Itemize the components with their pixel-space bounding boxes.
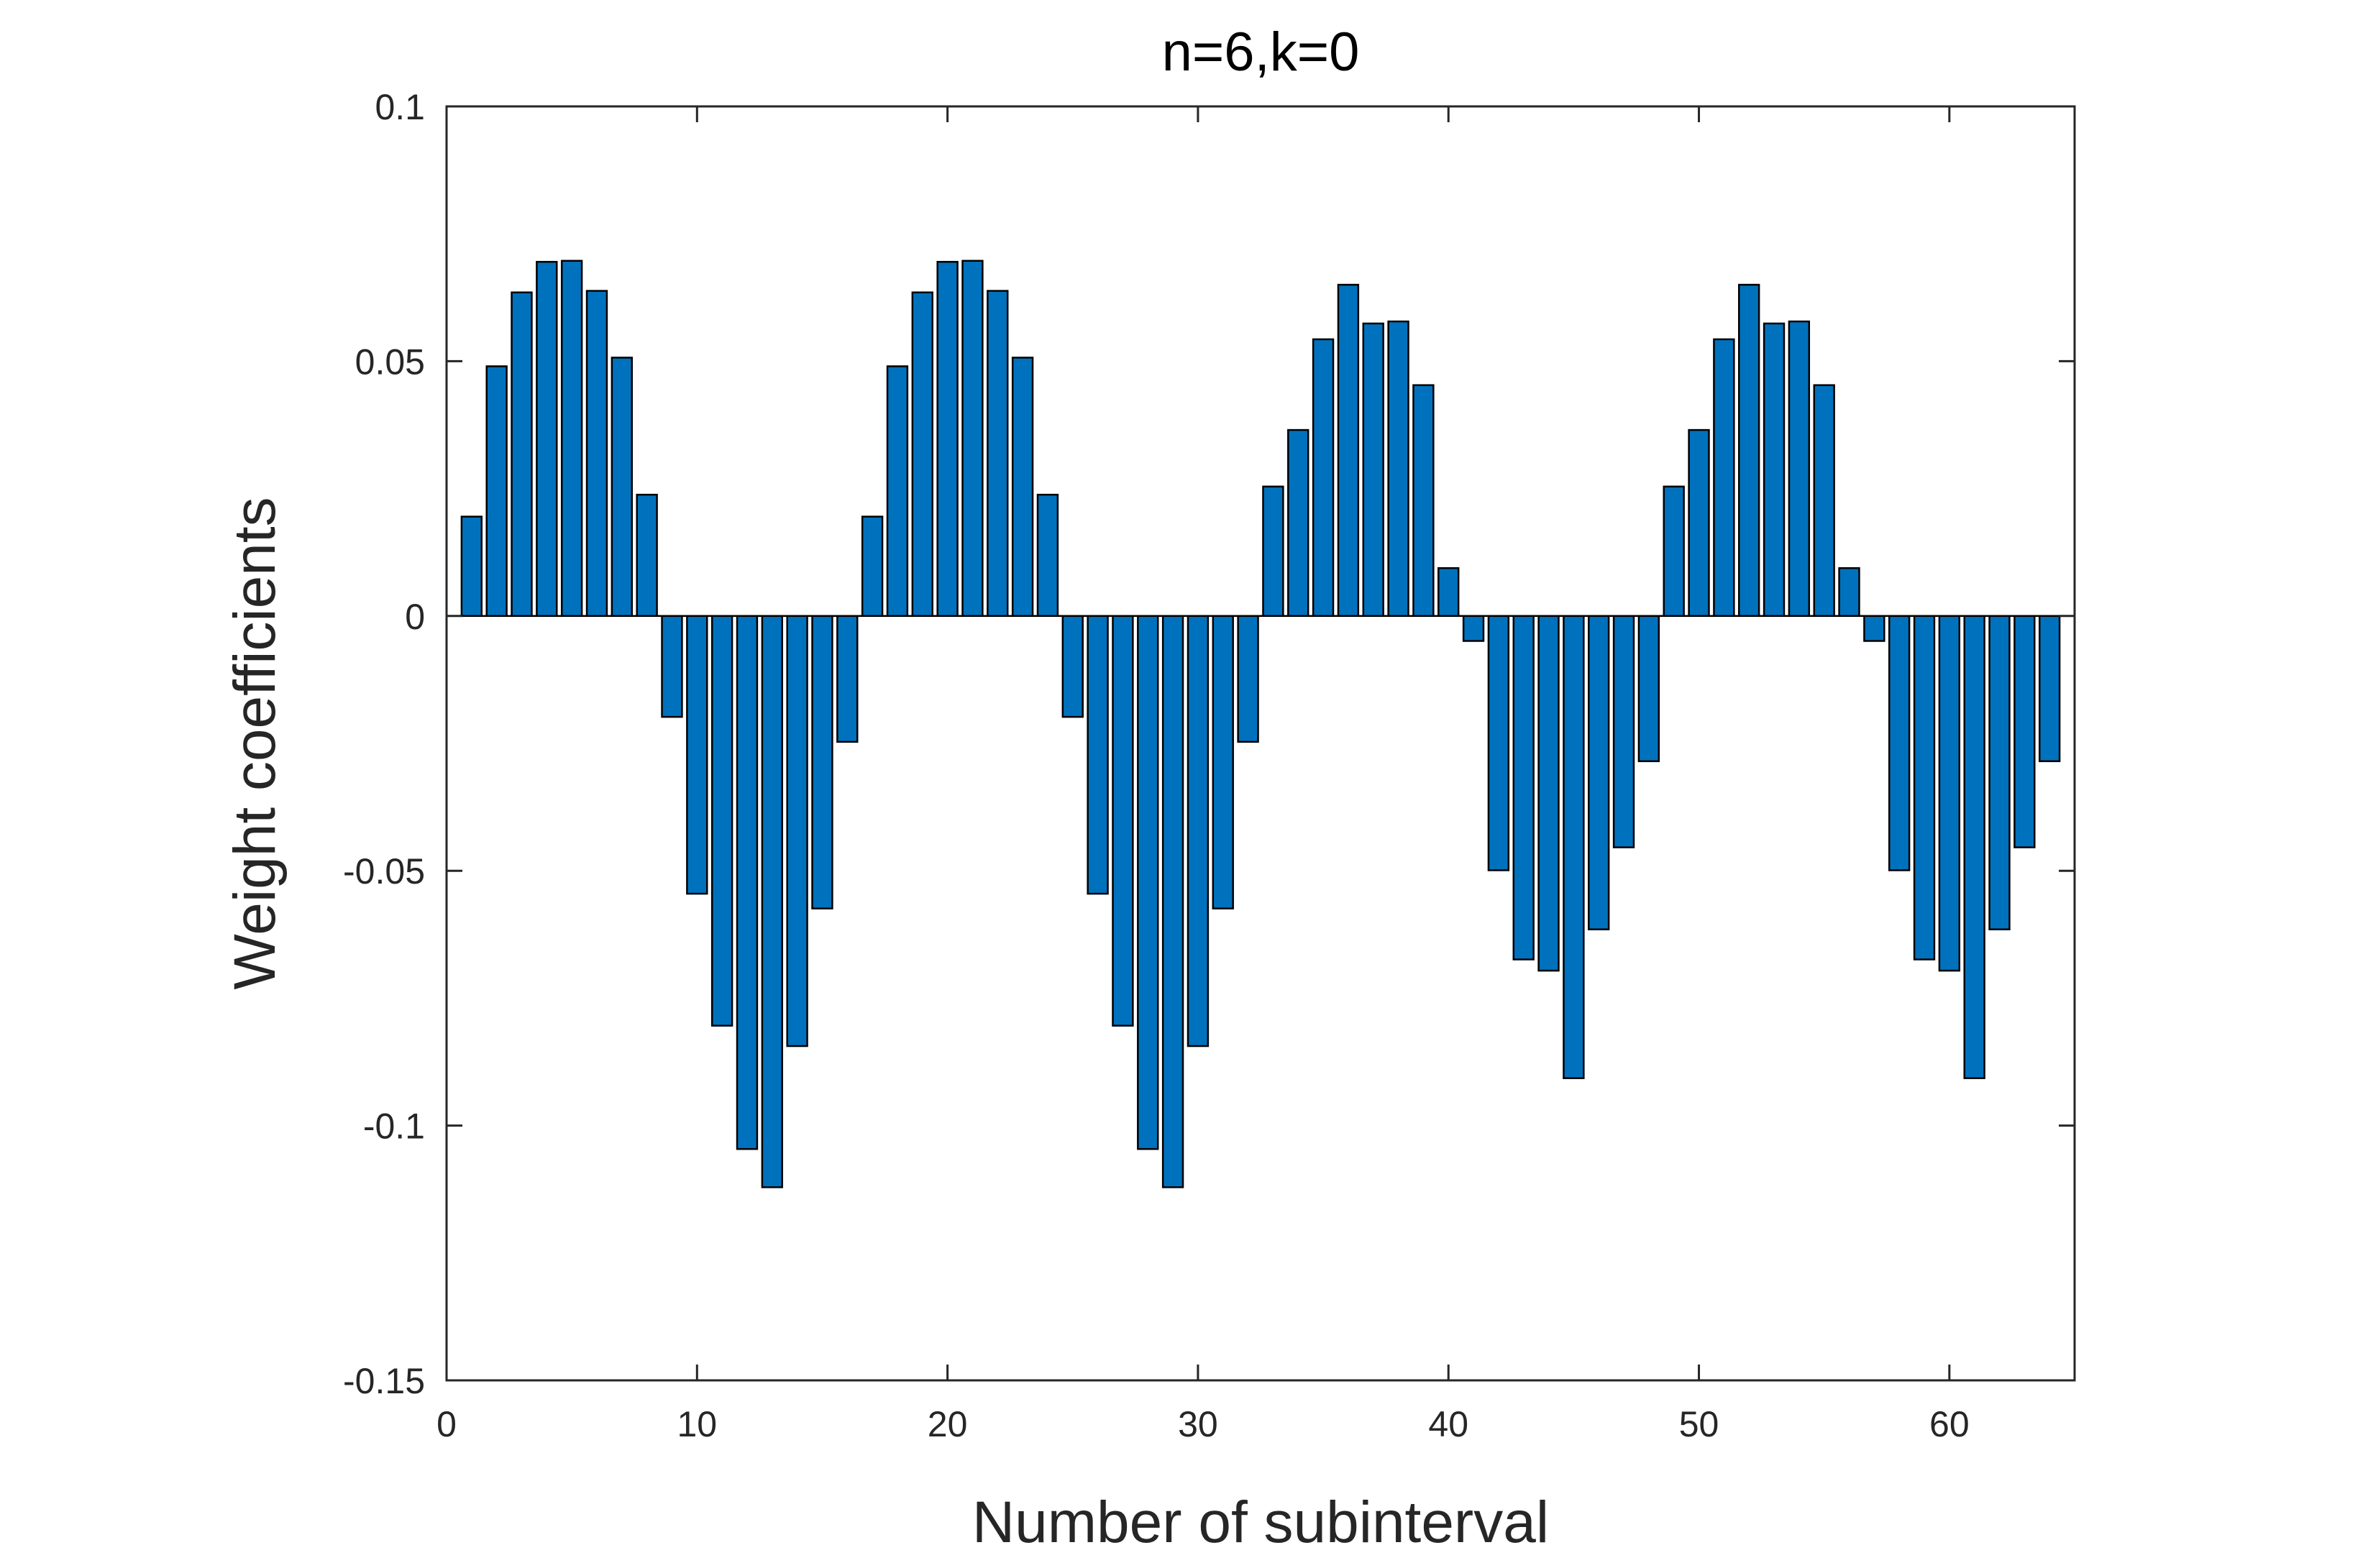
y-tick-label: -0.1: [363, 1106, 425, 1147]
bar: [911, 291, 933, 618]
bar: [1537, 615, 1560, 972]
bar: [1187, 615, 1210, 1047]
bar: [1337, 283, 1360, 618]
bar: [1262, 485, 1284, 618]
x-tick-label: 20: [928, 1404, 968, 1444]
bar: [661, 615, 683, 718]
bar: [961, 260, 984, 618]
bar: [1838, 567, 1860, 618]
bar: [1437, 567, 1460, 618]
bar: [1362, 322, 1384, 618]
x-tick-label: 0: [436, 1404, 457, 1444]
bar: [2038, 615, 2061, 763]
bar: [536, 260, 558, 618]
bar: [786, 615, 808, 1047]
bar: [886, 365, 909, 618]
bar: [1863, 615, 1885, 642]
bar: [936, 260, 959, 618]
y-tick-label: 0.1: [375, 87, 425, 127]
bar: [1888, 615, 1911, 871]
y-tick-label: -0.05: [343, 851, 425, 891]
bar: [761, 615, 783, 1188]
bar: [1312, 338, 1335, 618]
bar: [1137, 615, 1159, 1150]
bar: [686, 615, 708, 895]
bar: [836, 615, 859, 743]
y-tick-label: 0.05: [355, 341, 425, 382]
bar: [1237, 615, 1259, 743]
bar: [1087, 615, 1109, 895]
bar: [1663, 485, 1685, 618]
bar: [585, 290, 608, 618]
bar: [1412, 384, 1435, 618]
bar: [1161, 615, 1184, 1188]
bar: [1462, 615, 1485, 642]
bar: [1512, 615, 1535, 960]
bar: [511, 291, 533, 618]
chart-title: n=6,k=0: [1162, 22, 1360, 83]
x-tick-label: 60: [1929, 1404, 1970, 1444]
bar: [611, 357, 633, 618]
bar: [1387, 320, 1409, 618]
x-axis-label: Number of subinterval: [972, 1490, 1549, 1555]
x-tick-label: 10: [677, 1404, 717, 1444]
bar: [460, 515, 483, 618]
bar: [1988, 615, 2011, 930]
x-tick-label: 30: [1178, 1404, 1218, 1444]
bar: [1487, 615, 1510, 871]
bar: [1913, 615, 1936, 960]
bar: [1036, 493, 1059, 618]
bar: [636, 493, 658, 618]
bar: [1813, 384, 1835, 618]
y-tick-label: 0: [405, 597, 425, 637]
bar: [811, 615, 833, 909]
y-tick-label: -0.15: [343, 1361, 425, 1401]
x-tick-label: 40: [1428, 1404, 1468, 1444]
bar: [1212, 615, 1234, 909]
bar: [987, 290, 1009, 618]
bar: [710, 615, 733, 1027]
bar: [1763, 322, 1786, 618]
bar: [1612, 615, 1635, 848]
y-axis-label: Weight coefficients: [222, 497, 288, 989]
bar: [861, 515, 884, 618]
bar: [1938, 615, 1961, 972]
bar: [2013, 615, 2036, 848]
bar: [560, 260, 583, 618]
bar: [1637, 615, 1660, 763]
bar: [1713, 338, 1735, 618]
bar: [736, 615, 759, 1150]
tick-labels: 0 10 20 30 40 50 60 0.1 0.05 0 -0.05 -0.1 -0.15: [343, 87, 1970, 1444]
bar: [1788, 320, 1811, 618]
bar: [1011, 357, 1034, 618]
bar: [485, 365, 508, 618]
bar: [1112, 615, 1134, 1027]
bar: [1963, 615, 1985, 1079]
bar: [1588, 615, 1610, 930]
bar: [1738, 283, 1760, 618]
bar: [1061, 615, 1084, 718]
x-tick-label: 50: [1679, 1404, 1719, 1444]
bar: [1287, 428, 1309, 618]
bar: [1688, 428, 1710, 618]
plot-frame: [445, 105, 2076, 1382]
bar: [1563, 615, 1585, 1079]
